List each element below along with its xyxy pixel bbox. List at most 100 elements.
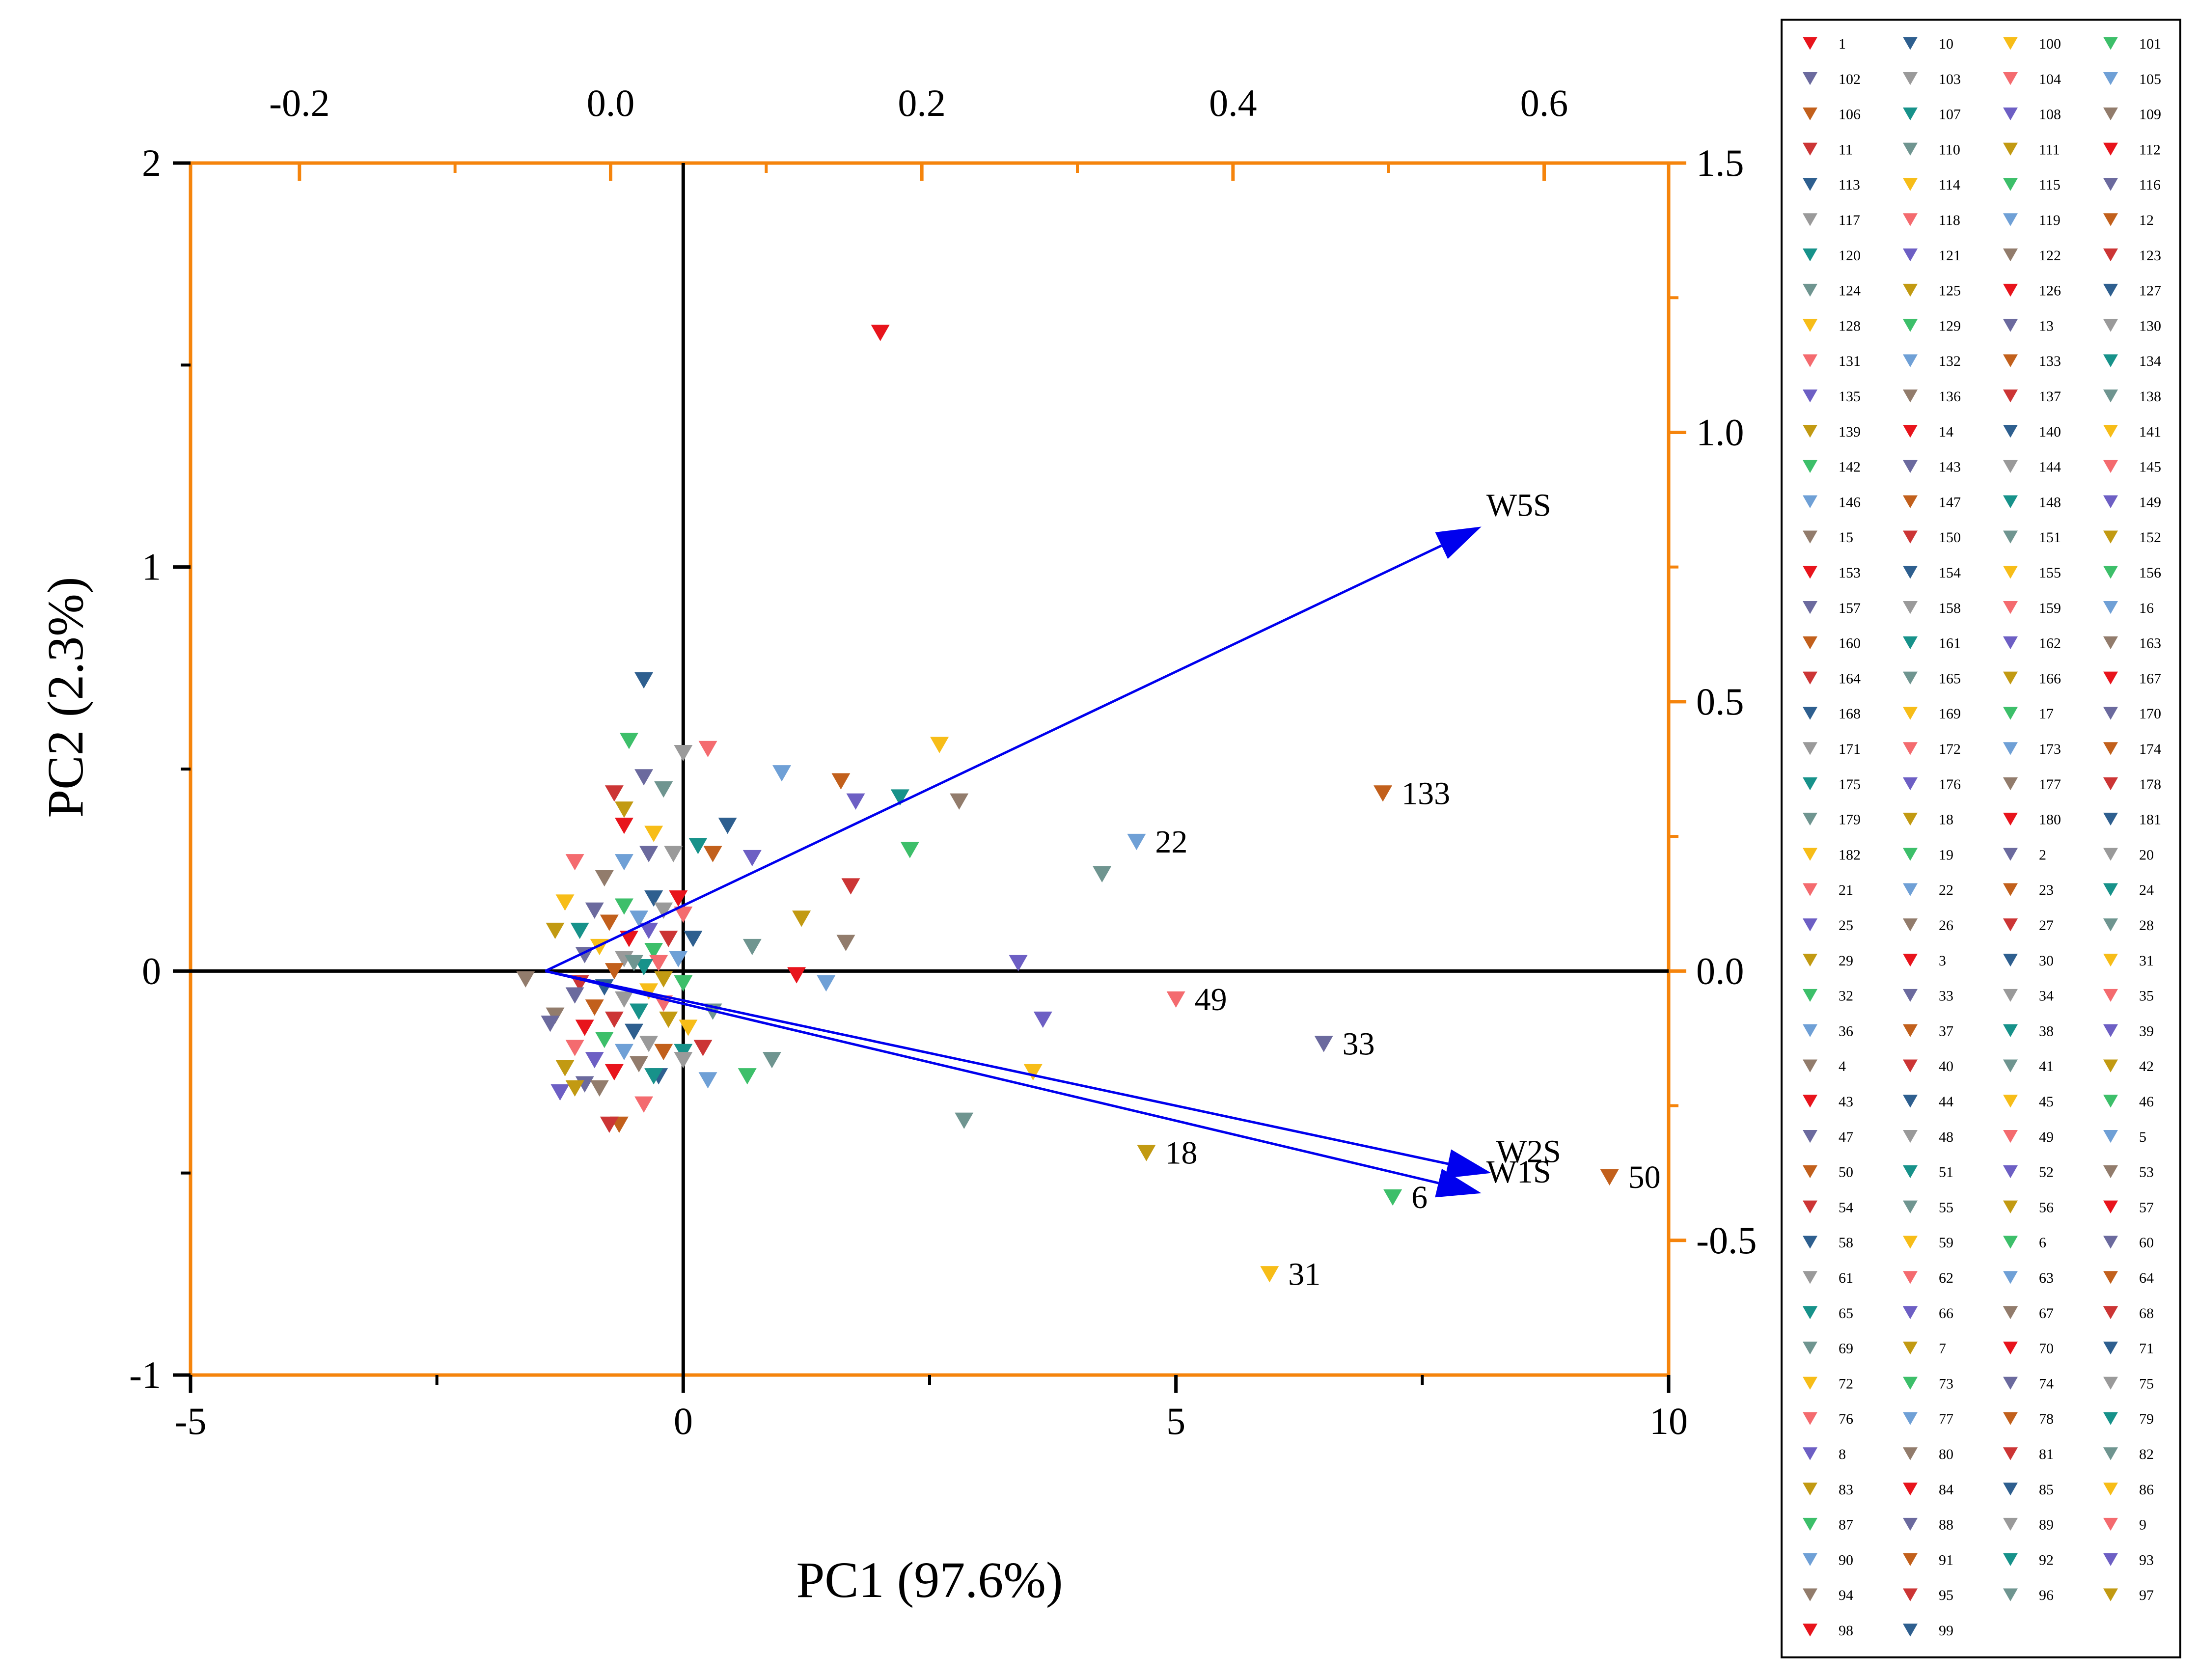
legend-label-32: 32: [1839, 988, 1853, 1004]
legend-marker-169: [1903, 707, 1918, 720]
legend-marker-8: [1803, 1447, 1817, 1460]
legend-label-165: 165: [1939, 670, 1961, 687]
point-107: [555, 894, 575, 911]
point-121: [639, 922, 659, 939]
legend-label-157: 157: [1839, 600, 1861, 616]
legend-marker-167: [2103, 671, 2118, 685]
legend-marker-101: [2103, 37, 2118, 50]
legend-marker-42: [2103, 1059, 2118, 1073]
legend-label-22: 22: [1939, 882, 1953, 898]
legend-label-111: 111: [2039, 141, 2060, 158]
legend-label-74: 74: [2039, 1376, 2054, 1392]
legend-marker-38: [2003, 1024, 2018, 1037]
top-tick-label: -0.2: [269, 82, 330, 124]
legend-marker-100: [2003, 37, 2018, 50]
legend-label-31: 31: [2139, 953, 2154, 969]
legend-marker-5: [2103, 1130, 2118, 1143]
legend-label-20: 20: [2139, 847, 2154, 863]
legend-label-166: 166: [2039, 670, 2061, 687]
legend-label-121: 121: [1939, 248, 1961, 264]
legend-marker-91: [1903, 1553, 1918, 1566]
legend-marker-134: [2103, 354, 2118, 367]
legend-label-156: 156: [2139, 565, 2161, 581]
point-146: [649, 955, 668, 971]
legend-marker-50: [1803, 1165, 1817, 1179]
point-170: [659, 1011, 678, 1028]
legend-marker-25: [1803, 918, 1817, 932]
point-153: [625, 955, 643, 971]
x-axis-title: PC1 (97.6%): [796, 1552, 1063, 1608]
legend-label-29: 29: [1839, 953, 1853, 969]
point-18: [1137, 1145, 1156, 1161]
legend-marker-84: [1903, 1483, 1918, 1496]
point-128: [614, 854, 633, 871]
legend-label-151: 151: [2039, 529, 2061, 546]
loading-line-W5S: [545, 544, 1442, 972]
legend-label-118: 118: [1939, 212, 1960, 228]
legend-marker-150: [1903, 530, 1918, 544]
legend-marker-51: [1903, 1165, 1918, 1179]
point-117: [630, 910, 649, 927]
point-106: [619, 733, 638, 749]
legend-marker-159: [2003, 601, 2018, 614]
point-label-33: 33: [1343, 1026, 1375, 1062]
point-151: [516, 971, 535, 988]
legend-marker-144: [2003, 460, 2018, 473]
legend-label-125: 125: [1939, 283, 1961, 299]
legend-marker-67: [2003, 1306, 2018, 1320]
legend-label-85: 85: [2039, 1482, 2054, 1498]
legend-label-79: 79: [2139, 1411, 2154, 1427]
legend-marker-117: [1803, 213, 1817, 226]
legend-label-54: 54: [1839, 1199, 1853, 1215]
legend-marker-35: [2103, 989, 2118, 1002]
point-label-22: 22: [1155, 824, 1187, 860]
legend-label-153: 153: [1839, 565, 1861, 581]
legend-marker-47: [1803, 1130, 1817, 1143]
legend-label-155: 155: [2039, 565, 2061, 581]
legend-label-147: 147: [1939, 494, 1961, 510]
point-12: [570, 922, 589, 939]
point-132: [619, 931, 638, 947]
point-122: [836, 935, 855, 951]
point-21: [604, 1064, 624, 1081]
top-tick-label: 0.4: [1209, 82, 1257, 124]
legend-label-174: 174: [2139, 741, 2161, 757]
point-164: [817, 975, 836, 992]
legend-marker-142: [1803, 460, 1817, 473]
legend-label-120: 120: [1839, 248, 1861, 264]
point-150: [1009, 955, 1028, 971]
loading-arrow-W1S: [1435, 1168, 1482, 1198]
legend-label-10: 10: [1939, 36, 1953, 52]
legend-marker-37: [1903, 1024, 1918, 1037]
legend-label-130: 130: [2139, 318, 2161, 334]
legend-marker-151: [2003, 530, 2018, 544]
legend-marker-106: [1803, 107, 1817, 121]
point-108: [614, 818, 633, 834]
point-31: [1260, 1266, 1279, 1283]
point-109: [614, 801, 633, 818]
legend-marker-178: [2103, 777, 2118, 791]
legend-marker-46: [2103, 1095, 2118, 1108]
point-113: [595, 870, 614, 887]
legend-marker-176: [1903, 777, 1918, 791]
legend-label-16: 16: [2139, 600, 2154, 616]
point-160: [674, 975, 693, 992]
legend-label-124: 124: [1839, 283, 1861, 299]
point-167: [1033, 1011, 1052, 1028]
point-127: [742, 850, 762, 867]
legend-marker-59: [1903, 1236, 1918, 1249]
point-142: [792, 910, 811, 927]
x-tick-label: 5: [1166, 1400, 1185, 1442]
legend-label-161: 161: [1939, 635, 1961, 652]
legend-label-123: 123: [2139, 248, 2161, 264]
legend-marker-161: [1903, 636, 1918, 650]
legend-label-100: 100: [2039, 36, 2061, 52]
loading-line-W2S: [545, 969, 1449, 1165]
legend-marker-127: [2103, 283, 2118, 297]
legend-label-69: 69: [1839, 1341, 1853, 1357]
loading-arrow-W5S: [1435, 526, 1482, 559]
legend-marker-78: [2003, 1412, 2018, 1425]
legend-label-177: 177: [2039, 776, 2061, 793]
point-14: [639, 846, 659, 862]
legend-marker-129: [1903, 319, 1918, 332]
